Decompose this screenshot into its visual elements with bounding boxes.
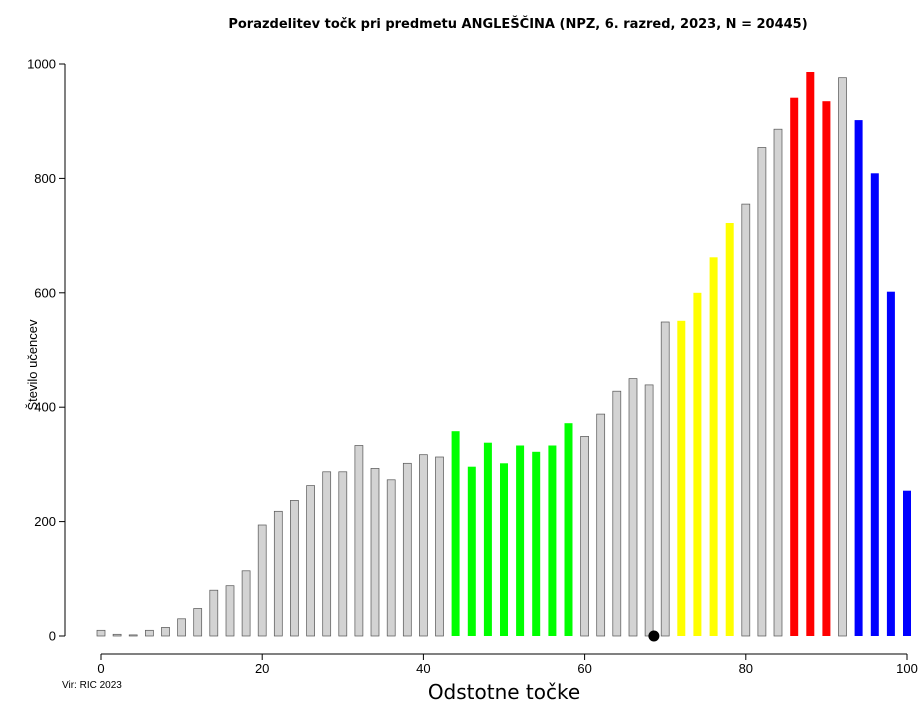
y-tick-label-200: 200 bbox=[34, 514, 56, 529]
bar-78 bbox=[725, 223, 734, 636]
bar-96 bbox=[870, 173, 879, 637]
bar-36 bbox=[386, 479, 396, 637]
bar-74 bbox=[693, 292, 702, 636]
bar-80 bbox=[741, 203, 751, 637]
x-tick-label-80: 80 bbox=[739, 661, 753, 676]
bar-32 bbox=[354, 445, 364, 637]
x-tick-label-100: 100 bbox=[896, 661, 918, 676]
y-tick-label-0: 0 bbox=[49, 629, 56, 644]
bar-82 bbox=[757, 147, 767, 637]
bar-28 bbox=[322, 471, 332, 637]
x-tick-label-20: 20 bbox=[255, 661, 269, 676]
bar-48 bbox=[483, 442, 492, 636]
y-axis: 0 200 400 600 800 1000 bbox=[27, 57, 66, 644]
bar-60 bbox=[580, 436, 589, 637]
bar-94 bbox=[854, 120, 863, 637]
x-tick-label-60: 60 bbox=[577, 661, 591, 676]
bar-12 bbox=[193, 608, 203, 637]
bar-70 bbox=[660, 321, 670, 637]
bar-98 bbox=[886, 291, 895, 636]
bar-56 bbox=[548, 445, 557, 636]
bar-4 bbox=[128, 634, 138, 637]
y-tick-label-1000: 1000 bbox=[27, 57, 56, 72]
bar-62 bbox=[596, 413, 606, 637]
y-tick-label-800: 800 bbox=[34, 171, 56, 186]
chart-title: Porazdelitev točk pri predmetu ANGLEŠČIN… bbox=[228, 16, 807, 32]
bar-90 bbox=[822, 101, 831, 636]
bar-100 bbox=[903, 490, 911, 636]
y-tick-label-400: 400 bbox=[34, 400, 56, 415]
bar-8 bbox=[161, 627, 170, 637]
y-tick-label-600: 600 bbox=[34, 285, 56, 300]
bar-38 bbox=[402, 462, 412, 637]
bar-10 bbox=[177, 618, 186, 637]
bar-64 bbox=[612, 390, 622, 637]
source-note: Vir: RIC 2023 bbox=[62, 680, 122, 691]
bar-58 bbox=[564, 423, 573, 636]
bar-42 bbox=[435, 456, 444, 637]
bar-0 bbox=[96, 629, 106, 637]
bar-2 bbox=[112, 633, 122, 637]
bar-34 bbox=[370, 468, 380, 637]
bar-50 bbox=[500, 463, 508, 636]
bar-16 bbox=[225, 585, 235, 637]
bar-46 bbox=[467, 466, 476, 636]
x-tick-label-0: 0 bbox=[97, 661, 104, 676]
bar-40 bbox=[419, 454, 428, 637]
average-marker bbox=[648, 630, 660, 642]
bar-68 bbox=[644, 384, 654, 637]
bar-6 bbox=[145, 629, 154, 637]
bar-44 bbox=[451, 431, 460, 636]
bar-18 bbox=[241, 570, 251, 637]
bars bbox=[96, 72, 911, 637]
bar-76 bbox=[709, 257, 718, 636]
bar-52 bbox=[516, 445, 525, 636]
bar-92 bbox=[838, 77, 847, 637]
bar-22 bbox=[273, 510, 283, 637]
bar-72 bbox=[677, 320, 686, 636]
bar-24 bbox=[290, 500, 299, 637]
x-axis-label: Odstotne točke bbox=[428, 680, 580, 702]
bar-84 bbox=[773, 128, 783, 637]
x-tick-label-40: 40 bbox=[416, 661, 430, 676]
markers bbox=[648, 630, 660, 642]
x-axis: 0 20 40 60 80 100 bbox=[97, 653, 918, 676]
bar-26 bbox=[306, 485, 315, 637]
bar-54 bbox=[532, 451, 541, 636]
y-axis-label: Število učencev bbox=[25, 319, 40, 411]
bar-14 bbox=[209, 589, 219, 637]
bar-30 bbox=[338, 471, 348, 637]
bar-20 bbox=[257, 524, 267, 637]
bar-86 bbox=[790, 97, 799, 636]
bar-66 bbox=[628, 378, 638, 637]
bar-88 bbox=[806, 72, 815, 636]
